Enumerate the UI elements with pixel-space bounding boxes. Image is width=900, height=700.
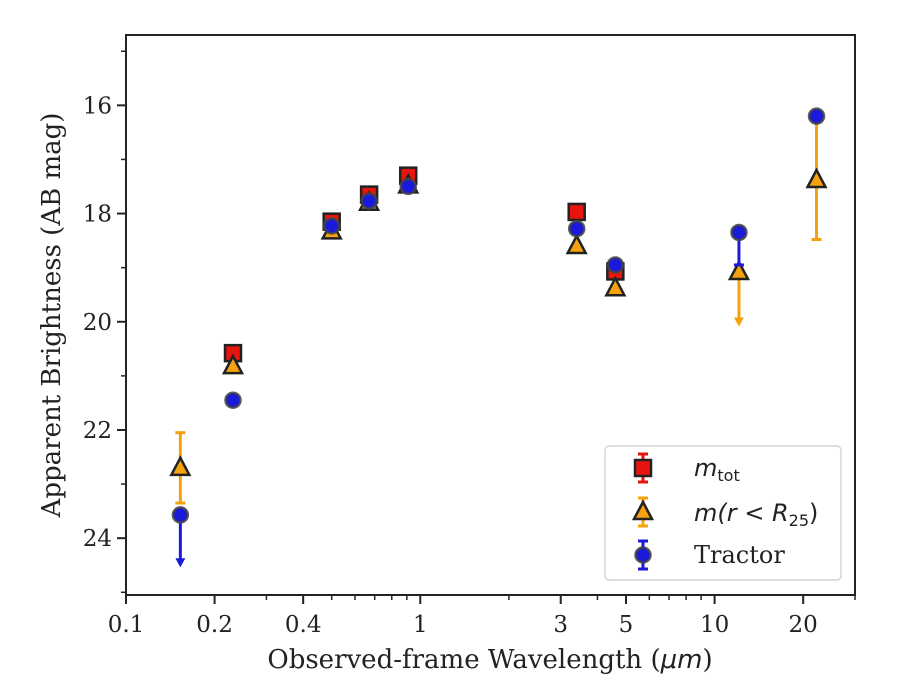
x-tick-label: 5 [619, 612, 634, 638]
plot-frame [125, 34, 856, 596]
x-axis-title-text: Observed-frame Wavelength ( [267, 645, 660, 675]
legend-m-r25-close: ) [809, 499, 818, 527]
x-tick-label: 0.2 [196, 612, 233, 638]
x-axis-title-close: ) [702, 645, 712, 675]
series-tractor [171, 107, 826, 568]
m-r-r25--point [805, 167, 828, 189]
x-axis-title: Observed-frame Wavelength (μm) [267, 645, 712, 675]
x-tick-label: 0.4 [285, 612, 322, 638]
x-axis-unit: μm [660, 645, 703, 675]
legend-box [604, 445, 842, 581]
m-tot-point [567, 202, 586, 222]
legend-tractor-marker [634, 546, 652, 564]
legend-m-r25-subscript: 25 [789, 511, 809, 530]
x-tick-label: 20 [789, 612, 818, 638]
legend-m-r25-main: m(r < R [694, 499, 789, 527]
m-r-r25--point [727, 259, 751, 281]
legend-markers [631, 452, 655, 571]
legend-label-tractor: Tractor [694, 541, 785, 569]
legend-label-m-tot: mtot [694, 454, 740, 485]
m-r-r25--point [221, 353, 245, 375]
axes-layer: 0.1 0.2 0.4 1 3 5 10 20 16 18 20 22 24 [83, 50, 856, 638]
x-tick-label: 3 [553, 612, 568, 638]
y-axis-title: Apparent Brightness (AB mag) [37, 113, 67, 519]
y-tick-label: 18 [83, 202, 112, 228]
x-tick-label: 1 [413, 612, 428, 638]
data-layer [169, 107, 828, 568]
legend-label-m-r25: m(r < R25) [694, 499, 818, 530]
y-tick-label: 24 [83, 526, 112, 552]
y-tick-label: 22 [83, 418, 112, 444]
x-tick-label: 10 [700, 612, 729, 638]
tractor-limit-arrow-head [175, 558, 186, 568]
legend-m-r-r25--marker [631, 499, 655, 521]
m-r-r25--point [169, 455, 192, 477]
legend-m-tot-subscript: tot [717, 466, 739, 485]
y-tick-label: 16 [83, 93, 112, 119]
m-r-r25--point [604, 275, 627, 297]
legend: mtot m(r < R25) Tractor [604, 445, 842, 581]
m-r-r25--point [565, 233, 588, 255]
y-tick-label: 20 [83, 310, 112, 336]
legend-m-tot-marker [633, 458, 653, 478]
legend-m-tot-symbol: m [694, 454, 717, 482]
m-r-r25--limit-arrow-head [733, 317, 744, 327]
x-tick-label: 0.1 [108, 612, 145, 638]
